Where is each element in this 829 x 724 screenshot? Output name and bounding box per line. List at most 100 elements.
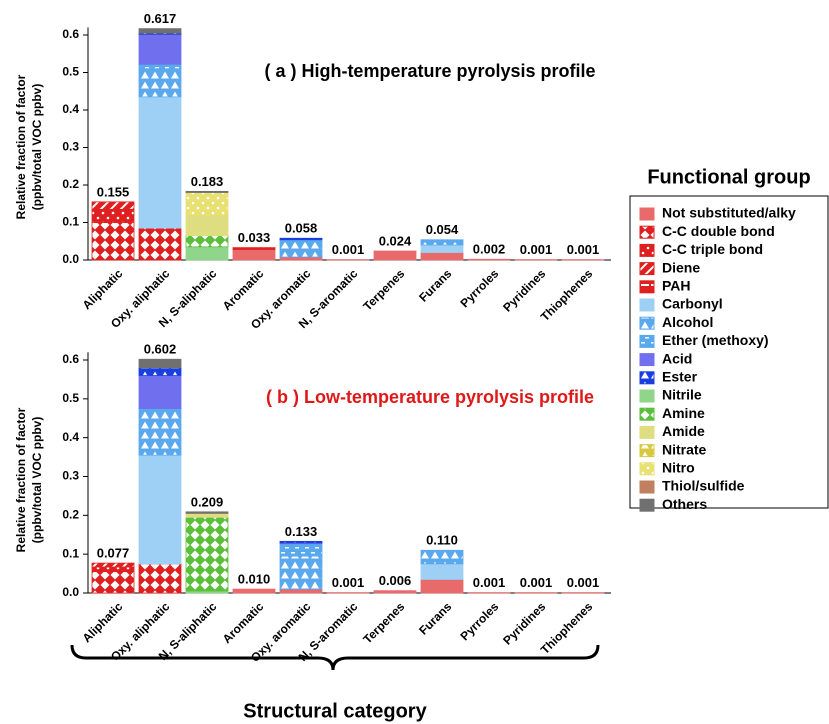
bar-segment [279, 256, 323, 261]
legend-label: Alcohol [662, 314, 713, 330]
bar-segment [279, 555, 323, 590]
legend-swatch [639, 280, 655, 294]
legend-swatch [639, 353, 655, 367]
legend-swatch [639, 334, 655, 348]
legend-label: Others [662, 496, 707, 512]
y-tick-label: 0.5 [62, 65, 79, 79]
bar-segment [420, 252, 464, 261]
legend-label: C-C double bond [662, 223, 775, 239]
total-label: 0.001 [473, 575, 506, 590]
bar-segment [373, 590, 417, 594]
y-tick-label: 0.3 [62, 469, 79, 483]
y-axis-label: (ppbv/total VOC ppbv) [30, 417, 44, 544]
legend-label: Ester [662, 369, 698, 385]
total-label: 0.010 [238, 572, 271, 587]
legend-label: Acid [662, 350, 692, 366]
y-tick-label: 0.3 [62, 140, 79, 154]
bar-segment [91, 566, 135, 573]
legend-swatch [639, 407, 655, 421]
y-tick-label: 0.6 [62, 27, 79, 41]
bar-segment [91, 571, 135, 594]
total-label: 0.155 [97, 184, 130, 199]
bar-segment [91, 208, 135, 223]
y-tick-label: 0.1 [62, 215, 79, 229]
x-tick-label: Aliphatic [80, 266, 126, 312]
legend-swatch [639, 262, 655, 276]
bar-segment [138, 367, 182, 376]
legend-label: Nitrile [662, 387, 702, 403]
bar-segment [232, 247, 276, 250]
y-tick-label: 0.2 [62, 508, 79, 522]
x-tick-label: Aromatic [220, 599, 267, 646]
y-tick-label: 0.4 [62, 102, 79, 116]
x-axis-label: Structural category [243, 700, 427, 722]
bar-segment [138, 563, 182, 594]
bar-segment [185, 214, 229, 237]
bar-segment [138, 33, 182, 65]
total-label: 0.001 [332, 242, 365, 257]
total-label: 0.054 [426, 222, 459, 237]
legend-swatch [639, 225, 655, 239]
legend-swatch [639, 498, 655, 512]
y-tick-label: 0.5 [62, 391, 79, 405]
x-tick-label: Aromatic [220, 266, 267, 313]
legend-swatch [639, 480, 655, 494]
x-tick-label: Aliphatic [80, 599, 126, 645]
x-tick-label: Terpenes [360, 599, 407, 646]
x-tick-label: Terpenes [360, 266, 407, 313]
bar-segment [467, 258, 511, 261]
bar-segment [420, 244, 464, 253]
bar-segment [373, 250, 417, 261]
bar-segment [279, 588, 323, 594]
bar-segment [279, 241, 323, 258]
chart-title: ( b ) Low-temperature pyrolysis profile [266, 387, 594, 407]
bar-segment [185, 190, 229, 193]
bar-segment [138, 454, 182, 565]
bar-segment [138, 68, 182, 98]
total-label: 0.024 [379, 233, 412, 248]
y-tick-label: 0.0 [62, 585, 79, 599]
bar-segment [138, 358, 182, 369]
legend-label: PAH [662, 278, 691, 294]
y-tick-label: 0.0 [62, 252, 79, 266]
bar-segment [185, 512, 229, 518]
y-axis-label: Relative fraction of factor [14, 74, 28, 219]
bar-segment [185, 235, 229, 248]
x-tick-label: Pyrroles [458, 599, 502, 643]
bar-segment [185, 192, 229, 216]
legend-label: Amine [662, 405, 705, 421]
bar-segment [232, 249, 276, 261]
total-label: 0.209 [191, 494, 224, 509]
legend-swatch [639, 371, 655, 385]
bar-segment [420, 549, 464, 565]
total-label: 0.133 [285, 524, 318, 539]
bar-segment [91, 562, 135, 568]
bar-segment [232, 588, 276, 594]
legend-label: Not substituted/alky [662, 205, 796, 221]
legend-label: Diene [662, 259, 700, 275]
y-tick-label: 0.6 [62, 352, 79, 366]
x-tick-label: Furans [416, 266, 454, 304]
total-label: 0.001 [567, 575, 600, 590]
bar-segment [138, 408, 182, 456]
bar-segment [420, 579, 464, 594]
total-label: 0.602 [144, 342, 177, 357]
legend-swatch [639, 444, 655, 458]
bracket [70, 644, 600, 671]
legend-box [629, 195, 829, 509]
legend-label: C-C triple bond [662, 241, 763, 257]
total-label: 0.001 [520, 575, 553, 590]
y-tick-label: 0.2 [62, 177, 79, 191]
x-tick-label: Furans [416, 599, 454, 637]
y-tick-label: 0.4 [62, 430, 79, 444]
legend-swatch [639, 316, 655, 330]
total-label: 0.077 [97, 546, 130, 561]
bar-segment [138, 63, 182, 70]
bar-segment [185, 511, 229, 514]
legend-swatch [639, 207, 655, 221]
legend-label: Ether (methoxy) [662, 332, 769, 348]
total-label: 0.002 [473, 242, 506, 257]
bar-segment [138, 96, 182, 229]
legend-swatch [639, 389, 655, 403]
